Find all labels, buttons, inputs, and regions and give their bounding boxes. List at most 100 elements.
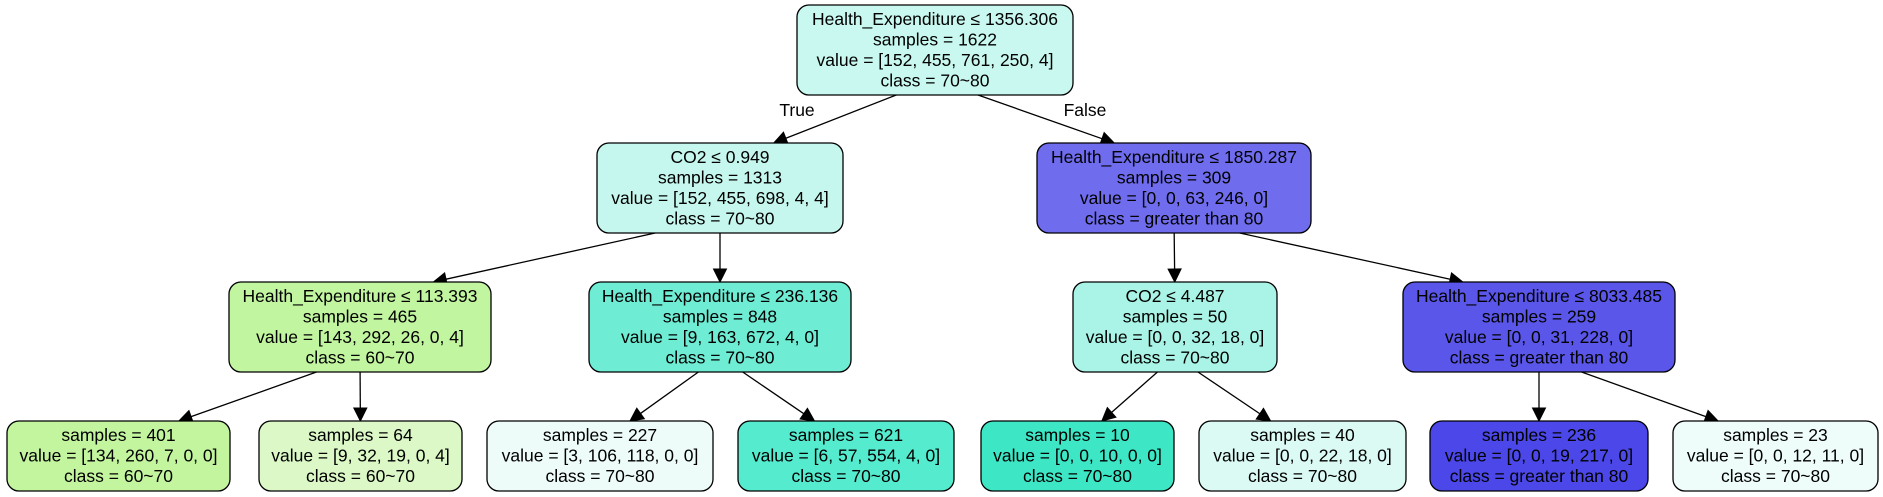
node-text-line: value = [6, 57, 554, 4, 0] <box>752 446 940 466</box>
node-text-line: value = [134, 260, 7, 0, 0] <box>20 446 218 466</box>
node-box <box>980 420 1175 492</box>
node-box <box>1036 142 1312 234</box>
node-box <box>6 420 231 492</box>
edge-line <box>640 371 699 414</box>
node-text-line: value = [0, 0, 63, 246, 0] <box>1080 188 1268 208</box>
node-text-line: samples = 465 <box>303 306 417 326</box>
node-text-line: value = [0, 0, 12, 11, 0] <box>1687 446 1864 466</box>
node-text-line: CO2 ≤ 4.487 <box>1125 286 1224 306</box>
node-text-line: value = [143, 292, 26, 0, 4] <box>256 327 464 347</box>
node-text-line: samples = 259 <box>1482 306 1596 326</box>
arrowhead <box>352 407 368 423</box>
node-text-line: samples = 401 <box>61 425 175 445</box>
node-text-line: value = [9, 32, 19, 0, 4] <box>271 446 450 466</box>
edge-line <box>1581 371 1707 418</box>
node-box <box>486 420 714 492</box>
node-text-line: value = [152, 455, 698, 4, 4] <box>611 188 828 208</box>
node-text-line: Health_Expenditure ≤ 8033.485 <box>1416 286 1662 307</box>
node-box <box>737 420 955 492</box>
node-text-line: value = [3, 106, 118, 0, 0] <box>502 446 699 466</box>
node-text-line: class = 60~70 <box>64 466 173 486</box>
node-text-line: samples = 1313 <box>658 167 782 187</box>
edge-n0-n2: False <box>977 94 1116 146</box>
node-text-line: samples = 621 <box>789 425 903 445</box>
edge-n5-n12 <box>1197 371 1272 422</box>
node-text-line: class = 70~80 <box>1121 347 1230 367</box>
node-text-line: class = 70~80 <box>881 70 990 90</box>
node-text-line: Health_Expenditure ≤ 1356.306 <box>812 9 1058 30</box>
edge-n2-n6 <box>1239 232 1464 287</box>
arrowhead <box>799 407 816 422</box>
node-text-line: samples = 50 <box>1123 306 1228 326</box>
node-text-line: Health_Expenditure ≤ 1850.287 <box>1051 147 1297 168</box>
node-text-line: class = 70~80 <box>666 347 775 367</box>
node-text-line: class = 70~80 <box>1023 466 1132 486</box>
node-box <box>596 142 844 234</box>
node-text-line: class = 70~80 <box>792 466 901 486</box>
node-text-line: samples = 309 <box>1117 167 1231 187</box>
node-box <box>1672 420 1879 492</box>
node-text-line: class = 60~70 <box>306 466 415 486</box>
node-box <box>1402 281 1676 373</box>
edge-n4-n9 <box>629 371 699 422</box>
edge-n6-n14 <box>1581 371 1720 424</box>
node-box <box>588 281 852 373</box>
edge-line <box>1239 232 1451 280</box>
arrowhead <box>712 268 728 284</box>
node-text-line: samples = 848 <box>663 306 777 326</box>
edge-line <box>742 371 805 415</box>
node-text-line: value = [0, 0, 10, 0, 0] <box>993 446 1162 466</box>
node-text-line: class = 70~80 <box>666 208 775 228</box>
node-text-line: Health_Expenditure ≤ 236.136 <box>602 286 838 307</box>
edge-n0-n1: True <box>772 94 897 145</box>
node-text-line: class = 70~80 <box>546 466 655 486</box>
node-text-line: value = [0, 0, 32, 18, 0] <box>1086 327 1265 347</box>
node-text-line: Health_Expenditure ≤ 113.393 <box>242 286 477 307</box>
node-text-line: CO2 ≤ 0.949 <box>670 147 769 167</box>
edge-line <box>445 232 656 280</box>
node-text-line: class = greater than 80 <box>1450 466 1629 486</box>
node-text-line: samples = 227 <box>543 425 657 445</box>
node-text-line: class = 60~70 <box>306 347 415 367</box>
node-box <box>1429 420 1649 492</box>
edge-n4-n10 <box>742 371 816 422</box>
node-text-line: value = [0, 0, 19, 217, 0] <box>1445 446 1633 466</box>
arrowhead <box>1167 268 1182 284</box>
edge-n1-n4 <box>712 233 728 284</box>
node-text-line: samples = 64 <box>308 425 413 445</box>
nodes-layer: Health_Expenditure ≤ 1356.306 samples = 1… <box>6 4 1879 492</box>
node-text-line: samples = 236 <box>1482 425 1596 445</box>
arrowhead <box>629 407 646 422</box>
node-text-line: value = [9, 163, 672, 4, 0] <box>621 327 819 347</box>
edge-n5-n11 <box>1101 371 1158 422</box>
edge-line <box>1111 371 1158 413</box>
node-text-line: samples = 23 <box>1723 425 1828 445</box>
node-box <box>258 420 463 492</box>
node-text-line: samples = 10 <box>1025 425 1130 445</box>
edges-layer: True False <box>177 94 1720 424</box>
edge-line <box>1197 371 1261 415</box>
node-text-line: value = [0, 0, 22, 18, 0] <box>1213 446 1392 466</box>
edge-label: False <box>1064 100 1107 120</box>
edge-n3-n7 <box>177 371 317 424</box>
node-text-line: class = 70~80 <box>1721 466 1830 486</box>
node-text-line: value = [0, 0, 31, 228, 0] <box>1445 327 1633 347</box>
arrowhead <box>1531 407 1547 423</box>
edge-n6-n13 <box>1531 372 1547 423</box>
node-text-line: class = greater than 80 <box>1085 208 1264 228</box>
